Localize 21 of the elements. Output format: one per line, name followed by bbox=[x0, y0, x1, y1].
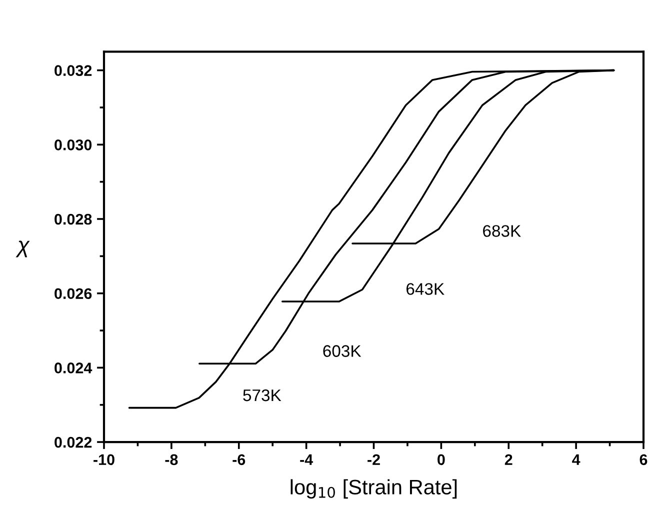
y-tick-label: 0.030 bbox=[54, 140, 92, 150]
text: 603K bbox=[323, 345, 362, 357]
x-tick-label: -6 bbox=[232, 454, 246, 466]
x-tick-label: -10 bbox=[94, 454, 114, 466]
x-tick-label: 2 bbox=[504, 454, 512, 465]
x-tick-label: -8 bbox=[165, 454, 178, 466]
y-tick-label: 0.026 bbox=[54, 288, 92, 300]
x-tick-label: 6 bbox=[640, 454, 648, 466]
y-tick-label: 0.022 bbox=[54, 436, 92, 448]
series-label: 573K bbox=[243, 389, 282, 402]
series-label: 643K bbox=[406, 283, 444, 295]
x-tick-label: 0 bbox=[438, 454, 445, 466]
x-tick-label: 4 bbox=[572, 454, 580, 465]
y-tick-label: 0.028 bbox=[54, 214, 92, 225]
x-axis-title: log$_{10}$ [Strain Rate] bbox=[290, 479, 457, 499]
x-tick-label: -4 bbox=[300, 454, 314, 465]
y-tick-label: 0.032 bbox=[54, 65, 92, 76]
x-tick-label: -2 bbox=[368, 454, 380, 465]
y-axis-title: χ bbox=[16, 240, 30, 258]
y-tick-label: 0.024 bbox=[54, 362, 92, 374]
text: 683K bbox=[483, 225, 521, 237]
